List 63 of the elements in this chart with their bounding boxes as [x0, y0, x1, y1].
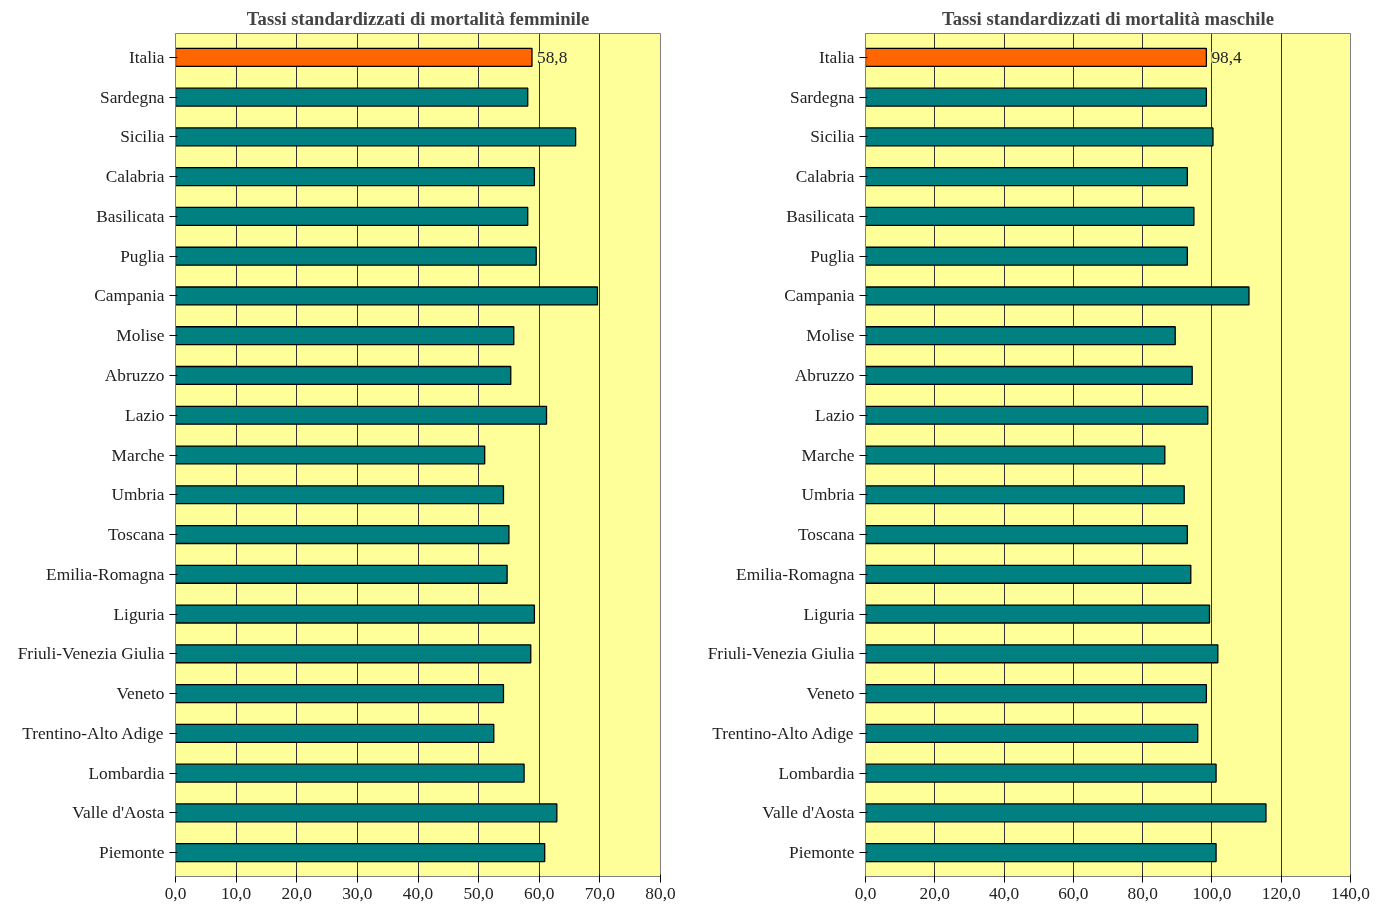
x-tick-label: 120,0 [1261, 883, 1301, 903]
y-tick-label: Trentino-Alto Adige [712, 723, 854, 743]
chart-title: Tassi standardizzati di mortalità maschile [941, 7, 1275, 29]
y-tick-label: Valle d'Aosta [762, 803, 855, 823]
x-tick-label: 0,0 [164, 883, 187, 903]
x-tick-label: 50,0 [463, 883, 494, 903]
y-tick-label: Toscana [797, 525, 855, 545]
y-tick-label: Veneto [116, 684, 165, 704]
y-tick-label: Lazio [125, 405, 165, 425]
x-tick-label: 0,0 [854, 883, 877, 903]
y-tick-label: Marche [111, 445, 165, 465]
y-tick-label: Italia [818, 47, 855, 67]
data-label: 58,8 [536, 47, 568, 67]
y-tick-label: Sardegna [100, 87, 165, 107]
x-tick-label: 30,0 [342, 883, 373, 903]
y-tick-label: Campania [784, 286, 855, 306]
y-tick-label: Veneto [806, 684, 855, 704]
data-label: 98,4 [1211, 47, 1243, 67]
x-tick-label: 40,0 [988, 883, 1020, 903]
y-tick-label: Friuli-Venezia Giulia [17, 644, 165, 664]
y-tick-label: Italia [128, 47, 165, 67]
y-tick-label: Molise [116, 326, 165, 346]
x-tick-label: 60,0 [1058, 883, 1089, 903]
y-tick-label: Lombardia [88, 763, 165, 783]
x-tick-label: 80,0 [1127, 883, 1158, 903]
y-tick-label: Piemonte [99, 843, 165, 863]
chart-title: Tassi standardizzati di mortalità femminile [246, 7, 590, 29]
y-tick-label: Lazio [815, 405, 855, 425]
y-tick-label: Calabria [105, 167, 165, 187]
y-tick-label: Sicilia [120, 127, 165, 147]
y-tick-label: Campania [94, 286, 165, 306]
y-tick-label: Molise [806, 326, 855, 346]
y-tick-label: Lombardia [778, 763, 855, 783]
y-tick-label: Liguria [803, 604, 855, 624]
x-tick-label: 20,0 [281, 883, 312, 903]
y-tick-label: Emilia-Romagna [46, 564, 165, 584]
x-tick-label: 10,0 [220, 883, 252, 903]
y-tick-label: Abruzzo [794, 365, 855, 385]
y-tick-label: Umbria [801, 485, 855, 505]
y-tick-label: Sicilia [810, 127, 855, 147]
y-tick-label: Marche [801, 445, 855, 465]
y-tick-label: Puglia [120, 246, 165, 266]
y-tick-label: Toscana [107, 525, 165, 545]
y-tick-label: Trentino-Alto Adige [22, 723, 164, 743]
x-tick-label: 40,0 [402, 883, 434, 903]
x-tick-label: 20,0 [919, 883, 950, 903]
y-tick-label: Liguria [113, 604, 165, 624]
x-tick-label: 70,0 [584, 883, 616, 903]
y-tick-label: Friuli-Venezia Giulia [707, 644, 855, 664]
y-tick-label: Basilicata [786, 206, 855, 226]
x-tick-label: 80,0 [645, 883, 676, 903]
y-tick-label: Piemonte [789, 843, 855, 863]
y-tick-label: Sardegna [790, 87, 855, 107]
y-tick-label: Basilicata [96, 206, 165, 226]
y-tick-label: Abruzzo [104, 365, 165, 385]
x-tick-label: 60,0 [524, 883, 555, 903]
y-tick-label: Calabria [795, 167, 855, 187]
y-tick-label: Umbria [111, 485, 165, 505]
x-tick-label: 140,0 [1331, 883, 1371, 903]
y-tick-label: Puglia [810, 246, 855, 266]
y-tick-label: Emilia-Romagna [736, 564, 855, 584]
y-tick-label: Valle d'Aosta [72, 803, 165, 823]
x-tick-label: 100,0 [1192, 883, 1232, 903]
